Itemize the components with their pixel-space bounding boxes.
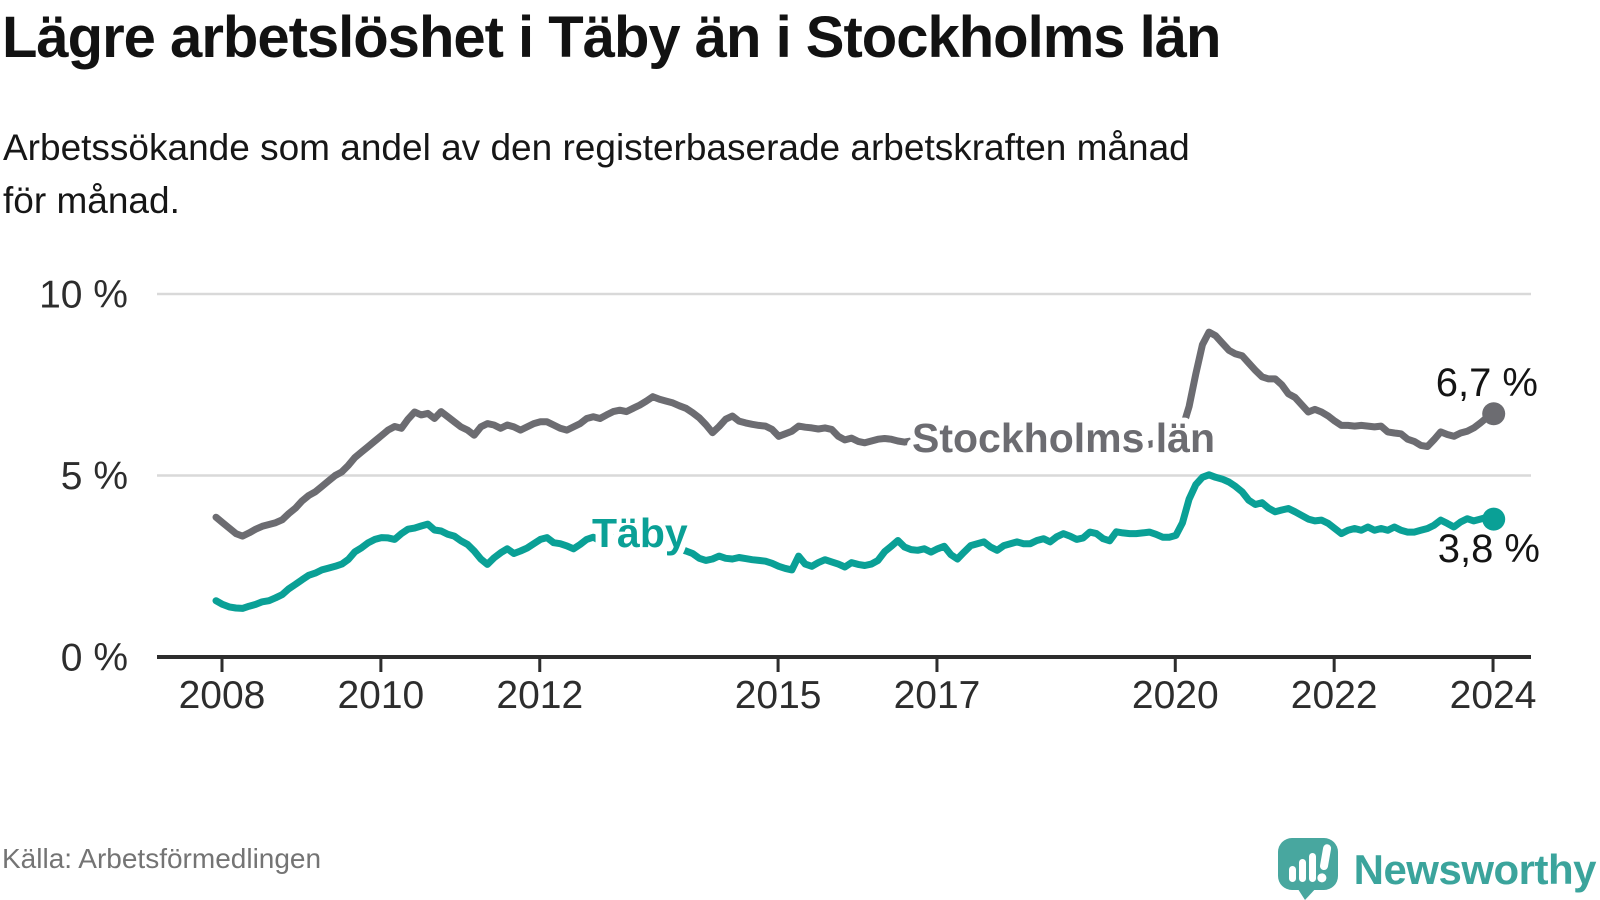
x-axis-labels: 2008 2010 2012 2015 2017 2020 2022 2024 [179,674,1537,717]
y-tick-label: 10 % [39,274,128,317]
subtitle-line-1: Arbetssökande som andel av den registerb… [3,127,1190,168]
value-label-taby: 3,8 % [1438,527,1540,571]
series-label-stockholms-lan: Stockholms län [912,415,1215,461]
exclamation-mark [1316,844,1331,883]
page-title: Lägre arbetslöshet i Täby än i Stockholm… [2,5,1221,70]
newsworthy-logo: Newsworthy [1276,828,1597,900]
newsworthy-speech-bubble-chart-icon [1277,838,1338,900]
y-tick-label: 5 % [61,455,128,498]
source-note: Källa: Arbetsförmedlingen [2,843,322,874]
x-tick-label: 2010 [337,674,424,717]
x-tick-label: 2020 [1132,674,1219,717]
bar-3 [1308,853,1316,882]
series-end-dot-stockholms-lan [1482,402,1506,426]
value-label-stockholms-lan: 6,7 % [1436,361,1538,405]
series-label-taby: Täby [592,510,688,556]
bar-chart-glyph [1288,853,1316,882]
subtitle-line-2: för månad. [3,179,180,221]
bar-1 [1288,866,1296,882]
x-tick-label: 2024 [1450,674,1537,717]
chart-subtitle: Arbetssökande som andel av den registerb… [3,122,1563,227]
series-line-taby [212,471,1498,612]
x-tick-label: 2012 [496,674,583,717]
y-tick-label: 0 % [61,637,128,680]
x-tick-label: 2015 [735,674,822,717]
series-line-stockholms-lan [212,328,1498,540]
bar-2 [1298,859,1306,882]
x-tick-label: 2022 [1291,674,1378,717]
gridlines [157,292,1531,477]
x-tick-label: 2017 [894,674,981,717]
series-end-dot-taby [1482,507,1506,531]
x-tick-label: 2008 [179,674,266,717]
newsworthy-wordmark: Newsworthy [1353,846,1597,893]
y-axis-labels: 0 % 5 % 10 % [39,274,128,680]
x-axis [157,655,1531,672]
